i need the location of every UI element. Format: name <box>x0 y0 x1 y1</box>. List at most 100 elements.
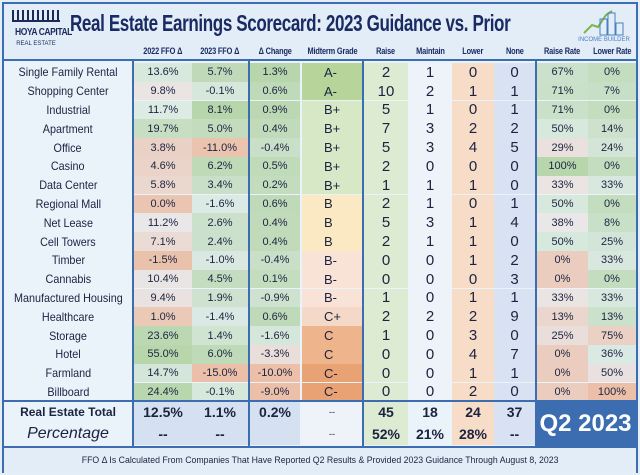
cell: 14.7% <box>134 363 192 383</box>
cell: 33% <box>537 288 588 308</box>
table-row: Net Lease 11.2% 2.6% 0.4% B 5 3 1 4 38% 8% <box>4 213 636 233</box>
cell: -11.0% <box>192 138 248 157</box>
cell: 50% <box>537 119 588 139</box>
cell: 2 <box>408 307 452 327</box>
cell: 33% <box>588 175 636 195</box>
cell: 1 <box>494 194 535 214</box>
cell: B <box>302 194 362 214</box>
sector-name: Casino <box>4 157 132 176</box>
cell: 0 <box>408 363 452 383</box>
cell: 1 <box>494 288 535 308</box>
total-row: Real Estate Total 12.5% 1.1% 0.2% -- 45 18 24 37 <box>4 401 636 423</box>
sector-label: Storage <box>49 328 87 343</box>
cell: 1 <box>494 100 535 120</box>
cell: 2 <box>408 81 452 101</box>
cell: C <box>302 326 362 345</box>
cell <box>250 423 300 445</box>
cell: 0 <box>364 363 408 383</box>
cell: 0 <box>408 157 452 176</box>
cell: 13.6% <box>134 63 192 82</box>
table-row: Regional Mall 0.0% -1.6% 0.6% B 2 1 0 1 50% 0% <box>4 194 636 214</box>
cell: 3.4% <box>192 175 248 195</box>
cell: 0% <box>588 63 636 82</box>
cell: 3.8% <box>134 138 192 157</box>
table-row: Single Family Rental 13.6% 5.7% 1.3% A- 2 1 0 0 6… <box>4 63 636 82</box>
cell: C- <box>302 363 362 383</box>
cell: 0 <box>452 194 494 214</box>
sector-name: Office <box>4 138 132 157</box>
cell: 7 <box>364 119 408 139</box>
sector-label: Timber <box>51 253 85 268</box>
cell: 29% <box>537 138 588 157</box>
cell: -- <box>192 423 248 445</box>
cell: 0.2% <box>250 175 300 195</box>
cell: 2.6% <box>192 213 248 233</box>
footnote-text: FFO Δ Is Calculated From Companies That … <box>81 455 559 466</box>
cell: 1 <box>408 63 452 82</box>
cell: 0 <box>408 345 452 364</box>
column-header: 2023 FFO Δ <box>192 44 248 58</box>
cell: Percentage <box>27 425 109 442</box>
cell: 33% <box>537 175 588 195</box>
cell: 5.8% <box>134 175 192 195</box>
sector-label: Office <box>53 140 83 155</box>
column-header: Lower <box>452 44 494 58</box>
cell: B <box>302 232 362 251</box>
cell: -- <box>302 423 362 445</box>
cell: B <box>302 213 362 233</box>
sector-name: Industrial <box>4 101 132 120</box>
column-header: Raise <box>364 44 408 58</box>
cell: 75% <box>588 326 636 345</box>
cell: 7 <box>494 345 535 364</box>
sector-name: Timber <box>4 251 132 270</box>
cell: 2 <box>452 307 494 327</box>
divider <box>4 446 636 448</box>
cell: -15.0% <box>192 363 248 383</box>
cell: 2 <box>364 194 408 214</box>
cell: 19.7% <box>134 119 192 139</box>
cell: 0% <box>537 269 588 289</box>
cell: 0 <box>452 63 494 82</box>
column-header-label: Lower Rate <box>592 46 632 56</box>
cell: 1 <box>452 251 494 270</box>
cell: 8% <box>588 213 636 233</box>
hoya-capital-logo: HOYA CAPITAL REAL ESTATE <box>10 10 72 50</box>
divider <box>248 61 250 446</box>
cell: 0.4% <box>250 119 300 139</box>
cell: 2 <box>364 157 408 176</box>
cell: 6.0% <box>192 345 248 364</box>
divider <box>535 61 537 446</box>
table-row: Hotel 55.0% 6.0% -3.3% C 0 0 4 7 0% 36% <box>4 345 636 364</box>
column-header-label: 2022 FFO Δ <box>143 46 183 56</box>
cell: 1.0% <box>134 307 192 327</box>
cell: 3 <box>452 326 494 345</box>
sector-name: Hotel <box>4 345 132 364</box>
cell: 0.0% <box>134 194 192 214</box>
table-row: Farmland 14.7% -15.0% -10.0% C- 0 0 1 1 0% 50% <box>4 363 636 383</box>
cell: 24% <box>588 138 636 157</box>
column-header-label: Midterm Grade <box>307 46 357 56</box>
sector-label: Apartment <box>43 121 93 136</box>
cell: A- <box>302 63 362 82</box>
cell: 24.4% <box>134 382 192 402</box>
cell: 1 <box>452 213 494 233</box>
sector-name: Farmland <box>4 364 132 383</box>
cell: -- <box>134 423 192 445</box>
cell: 28% <box>452 423 494 445</box>
sector-name: Manufactured Housing <box>4 289 132 308</box>
column-header: Midterm Grade <box>302 44 362 58</box>
cell: 7.1% <box>134 232 192 251</box>
cell: 0.5% <box>250 157 300 176</box>
cell: -0.4% <box>250 251 300 270</box>
cell: 9.8% <box>134 81 192 101</box>
cell: 100% <box>537 157 588 176</box>
cell: 0 <box>494 382 535 402</box>
cell: 0% <box>588 194 636 214</box>
cell: 1.9% <box>192 288 248 308</box>
cell: 0 <box>408 269 452 289</box>
sector-name: Apartment <box>4 119 132 138</box>
sector-label: Farmland <box>45 366 91 381</box>
sector-label: Single Family Rental <box>18 65 118 80</box>
cell: 14% <box>588 119 636 139</box>
